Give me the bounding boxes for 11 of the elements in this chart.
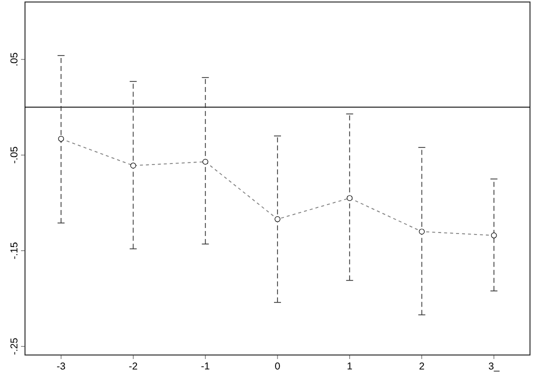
y-tick-label: -.25 [10, 338, 18, 355]
x-tick-label: 3_ [488, 362, 500, 372]
y-tick-label: -.05 [10, 146, 18, 164]
y-tick-label: -.15 [10, 242, 18, 259]
x-tick-label: -1 [201, 362, 210, 370]
x-tick-label: 0 [275, 362, 280, 370]
x-tick-label: 2 [420, 362, 424, 370]
y-tick-label: .05 [10, 52, 18, 66]
x-tick-label: -3 [57, 362, 66, 370]
x-tick-label: -2 [129, 362, 138, 370]
x-tick-label: 1 [348, 362, 352, 370]
